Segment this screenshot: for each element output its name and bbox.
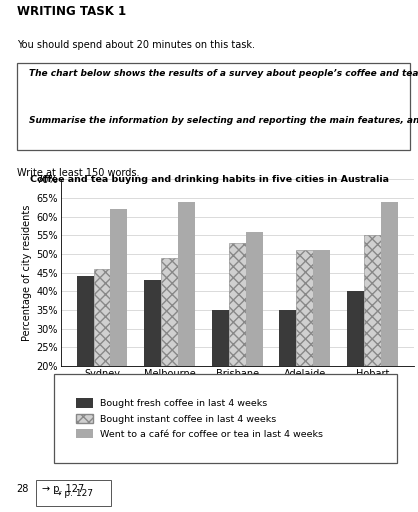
FancyBboxPatch shape — [54, 374, 397, 463]
Y-axis label: Percentage of city residents: Percentage of city residents — [22, 204, 32, 341]
Bar — [212, 310, 229, 441]
Bar — [178, 202, 195, 441]
Bar — [280, 310, 296, 441]
Bar — [364, 236, 381, 441]
Text: The chart below shows the results of a survey about people’s coffee and tea buyi: The chart below shows the results of a s… — [29, 69, 418, 78]
Bar — [246, 231, 263, 441]
Bar — [144, 280, 161, 441]
Bar — [76, 276, 94, 441]
Text: Write at least 150 words.: Write at least 150 words. — [17, 168, 139, 178]
Bar — [229, 243, 246, 441]
Bar — [161, 258, 178, 441]
Text: → p. 127: → p. 127 — [54, 488, 93, 498]
Bar — [313, 250, 330, 441]
Bar — [381, 202, 398, 441]
Text: Coffee and tea buying and drinking habits in five cities in Australia: Coffee and tea buying and drinking habit… — [30, 175, 388, 184]
Text: WRITING TASK 1: WRITING TASK 1 — [17, 5, 126, 18]
Bar — [110, 209, 127, 441]
Text: → p. 127: → p. 127 — [42, 484, 84, 494]
Bar — [296, 250, 313, 441]
Text: Summarise the information by selecting and reporting the main features, and make: Summarise the information by selecting a… — [29, 116, 418, 125]
Bar — [347, 291, 364, 441]
FancyBboxPatch shape — [17, 63, 410, 150]
FancyBboxPatch shape — [36, 480, 111, 506]
Text: 28: 28 — [17, 484, 29, 494]
Bar — [94, 269, 110, 441]
Text: You should spend about 20 minutes on this task.: You should spend about 20 minutes on thi… — [17, 40, 255, 50]
Legend: Bought fresh coffee in last 4 weeks, Bought instant coffee in last 4 weeks, Went: Bought fresh coffee in last 4 weeks, Bou… — [73, 395, 326, 442]
